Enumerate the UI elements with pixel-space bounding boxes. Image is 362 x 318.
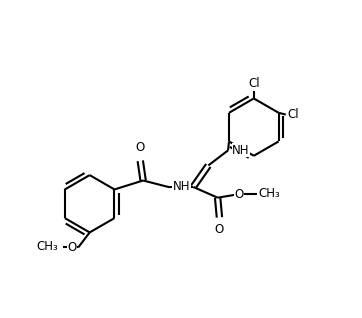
Text: NH: NH <box>232 144 250 157</box>
Text: CH₃: CH₃ <box>259 187 281 200</box>
Text: O: O <box>67 241 76 254</box>
Text: CH₃: CH₃ <box>37 240 59 253</box>
Text: Cl: Cl <box>287 108 299 121</box>
Text: O: O <box>235 188 244 201</box>
Text: Cl: Cl <box>248 77 260 89</box>
Text: O: O <box>215 223 224 236</box>
Text: O: O <box>136 141 145 154</box>
Text: NH: NH <box>173 180 190 193</box>
